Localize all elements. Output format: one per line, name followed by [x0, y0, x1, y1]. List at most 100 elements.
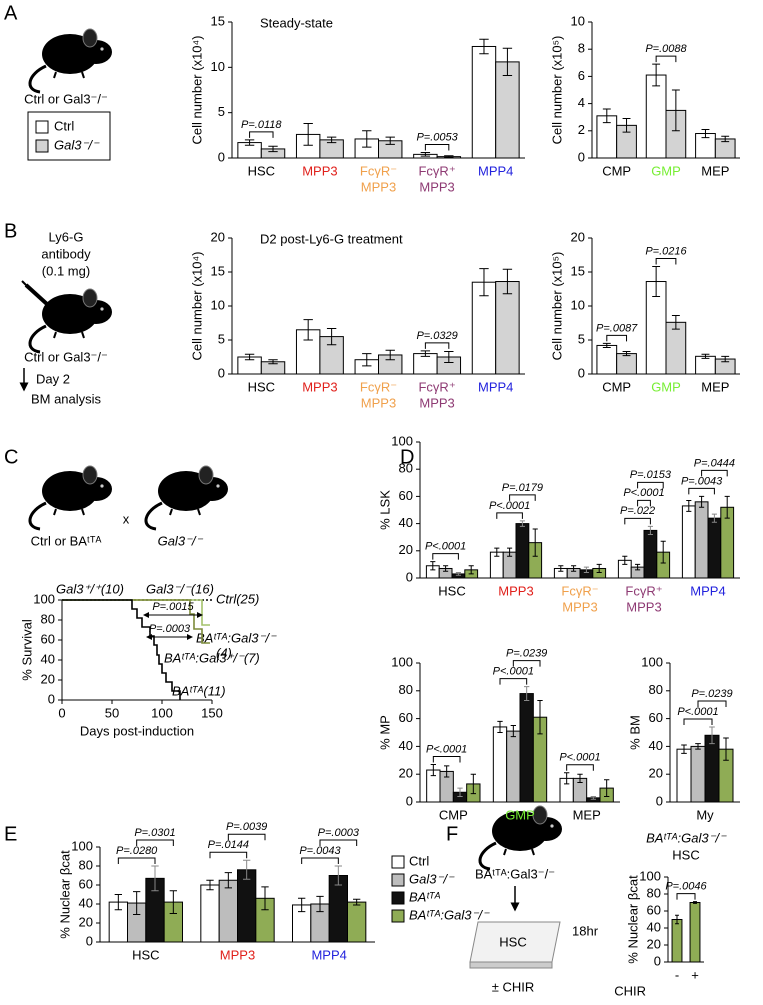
y-tick-label: 15	[571, 263, 585, 278]
p-value: P<.0001	[426, 743, 467, 755]
x-tick-label: CMP	[439, 807, 468, 822]
x-tick-label: MPP3	[498, 583, 533, 598]
p-value: P<.0001	[493, 666, 534, 678]
legend-swatch	[391, 855, 405, 869]
error-bar	[169, 890, 177, 914]
x-tick-label: FcγR⁺	[418, 163, 455, 178]
bar	[200, 884, 220, 943]
error-bar	[583, 566, 589, 574]
error-bar	[723, 737, 729, 761]
x-tick-label: MEP	[701, 163, 729, 178]
mouse-eye	[100, 47, 104, 51]
y-tick-label: 0	[656, 793, 663, 808]
error-bar	[244, 139, 255, 146]
bar	[690, 745, 706, 803]
legend-label: Ctrl	[409, 853, 429, 868]
p-value: P=.0444	[694, 457, 735, 469]
y-tick-label: 2	[578, 122, 585, 137]
error-bar	[455, 572, 461, 576]
error-bar	[671, 315, 680, 330]
series-label: (4)	[216, 645, 232, 660]
mouse-eye	[100, 484, 104, 488]
error-bar	[353, 898, 361, 906]
panel-label: F	[446, 823, 458, 845]
error-bar	[652, 63, 661, 87]
significance-bracket	[688, 487, 715, 495]
significance-bracket	[249, 131, 274, 138]
significance-bracket	[209, 851, 248, 859]
bar	[643, 529, 658, 579]
p-value: P=.0301	[134, 827, 175, 839]
analysis-label: BM analysis	[31, 391, 102, 406]
y-tick-label: 80	[41, 611, 55, 626]
error-bar	[444, 351, 454, 363]
mouse-icon	[144, 465, 228, 531]
error-bar	[622, 118, 631, 133]
y-tick-label: 5	[578, 331, 585, 346]
y-tick-label: 6	[578, 68, 585, 83]
significance-bracket	[432, 755, 461, 763]
mouse-feet	[503, 848, 535, 856]
significance-bracket	[496, 512, 523, 519]
y-tick-label: 8	[578, 41, 585, 56]
error-bar	[444, 765, 450, 778]
p-value: P=.0087	[596, 322, 638, 334]
p-value: P=.0046	[665, 881, 707, 893]
x-tick-label: MPP3	[361, 395, 396, 410]
error-bar	[724, 495, 730, 519]
mouse-tail	[28, 64, 47, 94]
strain-label: Ctrl or Gal3⁻/⁻	[24, 91, 108, 106]
y-tick-label: 40	[79, 895, 93, 910]
y-tick-label: 0	[578, 149, 585, 164]
error-bar	[604, 779, 610, 797]
mouse-ear	[82, 465, 98, 485]
bar	[506, 730, 521, 803]
x-tick-label: +	[691, 967, 699, 982]
y-tick-label: 100	[391, 433, 413, 448]
x-tick-label: MEP	[573, 807, 601, 822]
y-tick-label: 80	[649, 682, 663, 697]
x-tick-label: HSC	[438, 583, 465, 598]
bar	[645, 74, 667, 159]
bar	[519, 693, 534, 803]
error-bar	[602, 342, 611, 348]
panel-label: C	[4, 446, 18, 468]
x-tick-label: 150	[201, 705, 223, 720]
mouse-body	[492, 811, 548, 851]
legend-swatch	[391, 909, 405, 923]
x-tick-label: FcγR⁺	[625, 583, 662, 598]
error-bar	[261, 886, 269, 911]
y-tick-label: 20	[571, 229, 585, 244]
error-bar	[671, 89, 680, 132]
p-value: P=.0239	[691, 688, 732, 700]
mouse-icon	[478, 805, 562, 871]
significance-bracket	[499, 678, 528, 685]
error-bar	[243, 859, 251, 880]
error-bar	[537, 700, 543, 735]
error-bar	[430, 763, 436, 777]
x-tick-label: MPP3	[302, 379, 337, 394]
y-tick-label: 0	[48, 691, 55, 706]
x-tick-label: MPP4	[311, 947, 346, 962]
p-value: P<.0001	[559, 752, 600, 764]
x-tick-label: FcγR⁻	[360, 379, 397, 394]
panel-label: E	[4, 823, 17, 845]
bar	[347, 901, 367, 943]
y-tick-label: 0	[406, 793, 413, 808]
p-value: P=.0144	[208, 839, 249, 851]
error-bar	[695, 743, 701, 750]
significance-bracket	[697, 700, 727, 707]
error-bar	[385, 349, 395, 361]
well-label: HSC	[499, 934, 526, 949]
x-tick-label: MPP3	[562, 599, 597, 614]
x-tick-label: MPP4	[690, 583, 725, 598]
mouse-ear	[82, 288, 98, 308]
error-bar	[443, 565, 449, 572]
y-tick-label: 60	[399, 488, 413, 503]
y-axis-label: % BM	[627, 715, 642, 750]
group-label: Gal3⁻/⁻(16)	[146, 581, 214, 596]
x-tick-label: MEP	[701, 379, 729, 394]
y-tick-label: 40	[649, 738, 663, 753]
error-bar	[303, 123, 313, 146]
